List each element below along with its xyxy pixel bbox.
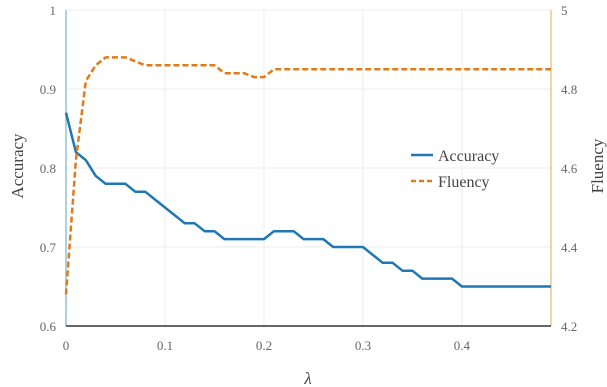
right-y-tick-label: 4.8 [561,82,577,97]
right-y-tick-label: 5 [561,3,568,18]
left-y-tick-labels: 0.6 0.7 0.8 0.9 1 [40,3,57,334]
legend: Accuracy Fluency [411,148,499,191]
right-y-tick-label: 4.6 [561,161,578,176]
series-lines [64,56,551,295]
left-y-tick-label: 0.7 [40,240,57,255]
right-axis-title: Fluency [588,138,607,193]
fluency-series-line [64,56,551,295]
left-y-tick-label: 0.6 [40,319,57,334]
right-y-tick-labels: 4.2 4.4 4.6 4.8 5 [561,3,578,334]
x-tick-label: 0.1 [157,338,173,353]
left-axis-title: Accuracy [8,133,27,199]
legend-fluency-label: Fluency [438,174,490,191]
legend-accuracy-label: Accuracy [438,148,499,165]
left-y-tick-label: 0.9 [40,82,56,97]
grid-lines [66,9,551,327]
left-y-tick-label: 1 [50,3,57,18]
right-y-tick-label: 4.2 [561,319,577,334]
axes [65,10,552,327]
x-tick-label: 0.2 [256,338,272,353]
x-tick-label: 0.3 [355,338,371,353]
x-tick-label: 0 [63,338,70,353]
x-axis-title: λ [303,369,311,387]
x-tick-labels: 0 0.1 0.2 0.3 0.4 [63,338,471,353]
accuracy-series-line [64,112,551,288]
left-y-tick-label: 0.8 [40,161,56,176]
right-y-tick-label: 4.4 [561,240,578,255]
x-tick-label: 0.4 [454,338,471,353]
